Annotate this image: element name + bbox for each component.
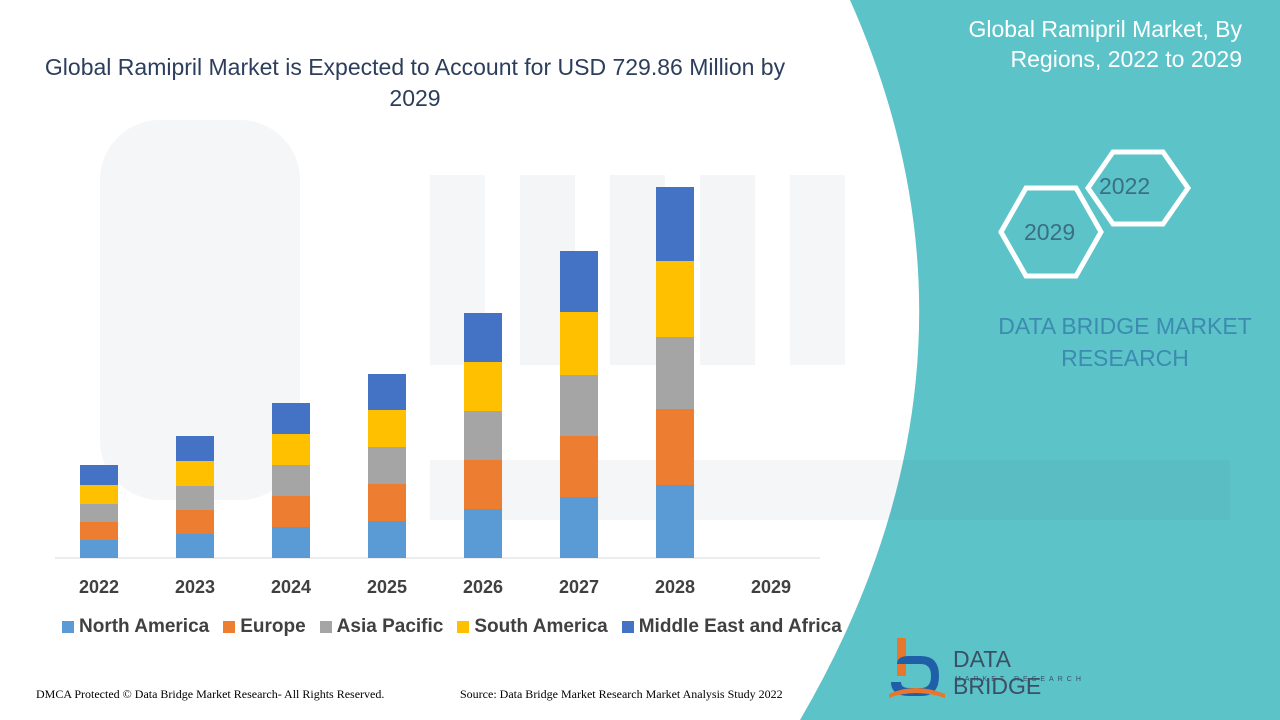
bar-2023-middle-east-and-africa: [176, 436, 214, 461]
hexagon-2029-shape: [998, 185, 1104, 279]
bars-group: [80, 187, 694, 558]
chart-title: Global Ramipril Market is Expected to Ac…: [44, 54, 786, 111]
legend-label: North America: [79, 616, 210, 637]
watermark: [100, 120, 1230, 520]
legend-swatch: [223, 621, 236, 633]
bar-2025-europe: [368, 484, 406, 521]
x-tick-label-2022: 2022: [79, 577, 119, 597]
bar-2022-north-america: [80, 540, 118, 558]
logo-tagline: MARKET RESEARCH: [955, 676, 1085, 683]
bar-2022-asia-pacific: [80, 504, 118, 522]
bar-2025-middle-east-and-africa: [368, 374, 406, 410]
bar-2025-north-america: [368, 521, 406, 558]
x-tick-label-2024: 2024: [271, 577, 311, 597]
bar-2028-middle-east-and-africa: [656, 187, 694, 261]
legend-item-europe: Europe: [223, 616, 306, 638]
bar-2024-south-america: [272, 434, 310, 465]
logo-name: DATA BRIDGE: [953, 646, 1042, 699]
bar-2026-europe: [464, 460, 502, 509]
legend-swatch: [621, 621, 634, 633]
x-tick-labels: 2022 2023 2024 2025 2026 2027 2028 2029: [79, 577, 791, 597]
brand-text: DATA BRIDGE MARKET RESEARCH: [998, 313, 1252, 371]
legend-label: Europe: [240, 616, 306, 637]
hexagon-start-year: 2022: [1099, 173, 1151, 199]
x-tick-label-2025: 2025: [367, 577, 407, 597]
chart-legend: North America Europe Asia Pacific South Ame…: [62, 616, 856, 638]
bar-2024-europe: [272, 496, 310, 527]
bar-2028-south-america: [656, 261, 694, 337]
footer-copyright: DMCA Protected © Data Bridge Market Rese…: [36, 687, 385, 701]
bar-2024-middle-east-and-africa: [272, 403, 310, 434]
bar-2024-asia-pacific: [272, 465, 310, 496]
footer-source: Source: Data Bridge Market Research Mark…: [460, 687, 783, 701]
bar-2027-north-america: [560, 497, 598, 558]
bar-2026-middle-east-and-africa: [464, 313, 502, 362]
bar-2022-south-america: [80, 485, 118, 504]
legend-item-middle-east-and-africa: Middle East and Africa: [621, 616, 842, 638]
teal-side-panel: [800, 0, 1280, 720]
bar-2026-south-america: [464, 362, 502, 411]
bar-2026-north-america: [464, 509, 502, 558]
bar-2027-europe: [560, 436, 598, 497]
bar-2028-europe: [656, 409, 694, 485]
legend-label: South America: [474, 616, 608, 637]
legend-swatch: [457, 621, 470, 633]
bar-2023-north-america: [176, 534, 214, 558]
legend-label: Asia Pacific: [336, 616, 444, 637]
bar-2027-asia-pacific: [560, 375, 598, 436]
panel-title: Global Ramipril Market, By Regions, 2022…: [968, 16, 1242, 72]
legend-swatch: [62, 621, 74, 633]
x-tick-label-2026: 2026: [463, 577, 503, 597]
x-tick-label-2023: 2023: [175, 577, 215, 597]
hexagon-end-year: 2029: [1024, 219, 1076, 245]
legend-item-south-america: South America: [457, 616, 608, 638]
x-tick-label-2029: 2029: [751, 577, 791, 597]
bar-2022-middle-east-and-africa: [80, 465, 118, 485]
bar-2025-asia-pacific: [368, 447, 406, 484]
bar-2023-europe: [176, 510, 214, 534]
legend-item-north-america: North America: [62, 616, 209, 638]
bar-2025-south-america: [368, 410, 406, 447]
bar-2022-europe: [80, 522, 118, 540]
bar-2027-south-america: [560, 312, 598, 375]
legend-swatch: [319, 621, 332, 633]
bar-2026-asia-pacific: [464, 411, 502, 460]
stacked-bar-chart: 2022 2023 2024 2025 2026 2027 2028 2029: [55, 187, 820, 597]
bar-2028-asia-pacific: [656, 337, 694, 409]
x-tick-label-2027: 2027: [559, 577, 599, 597]
bar-2028-north-america: [656, 485, 694, 558]
hexagon-2022-shape: [1084, 149, 1192, 227]
bar-2024-north-america: [272, 527, 310, 558]
x-tick-label-2028: 2028: [655, 577, 695, 597]
legend-label: Middle East and Africa: [638, 616, 842, 637]
data-bridge-logo-icon: [889, 638, 945, 698]
bar-2023-asia-pacific: [176, 486, 214, 510]
bar-2027-middle-east-and-africa: [560, 251, 598, 312]
bar-2023-south-america: [176, 461, 214, 486]
legend-item-asia-pacific: Asia Pacific: [319, 616, 444, 638]
data-bridge-logo: DATA BRIDGE MARKET RESEARCH: [885, 636, 1100, 706]
